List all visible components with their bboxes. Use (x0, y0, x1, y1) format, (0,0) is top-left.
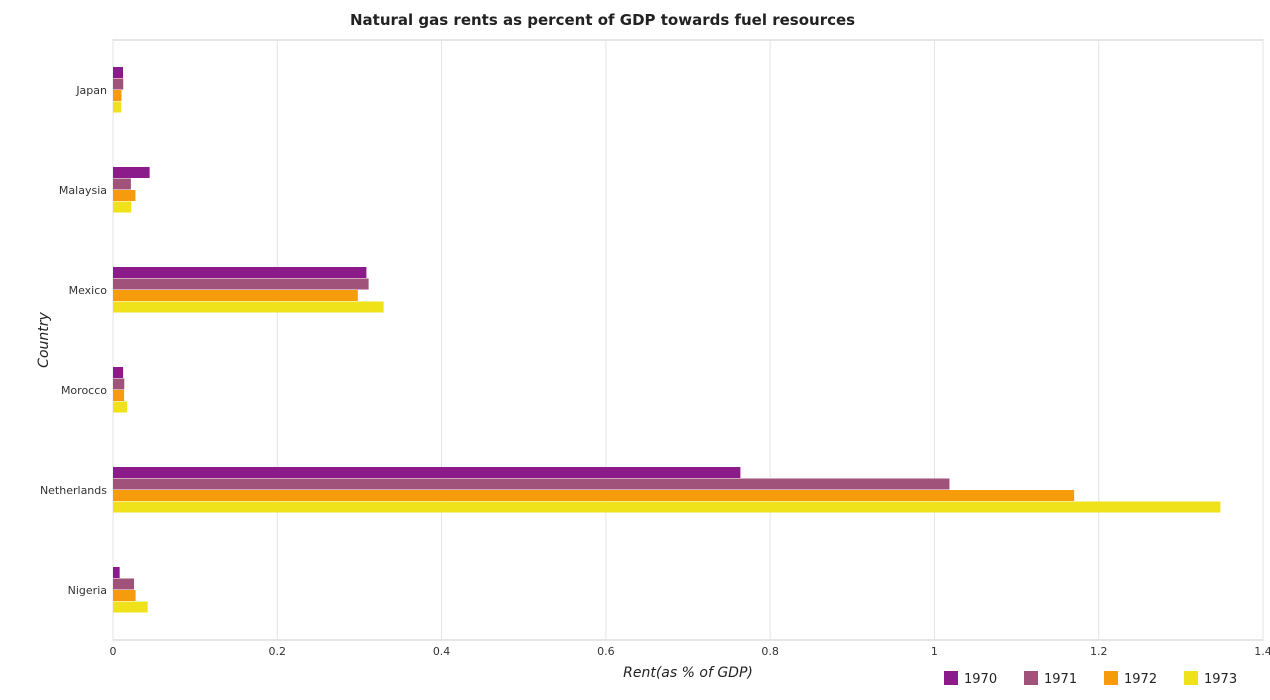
bar (113, 201, 132, 213)
y-axis-label: Country (36, 311, 52, 367)
y-tick-labels: Japan Malaysia Mexico Morocco Netherlands Nig… (40, 84, 107, 597)
x-tick-label: 1.4 (1254, 645, 1270, 658)
bar (113, 578, 135, 590)
legend-label: 1971 (1044, 672, 1077, 687)
legend-swatch (1104, 671, 1118, 685)
legend-label: 1972 (1124, 672, 1157, 687)
x-tick-label: 0.2 (269, 645, 287, 658)
bar (113, 390, 125, 401)
bar (113, 278, 369, 290)
bar (113, 90, 122, 101)
legend-swatch (944, 671, 958, 685)
bar (113, 501, 1221, 513)
grid-lines (112, 40, 1264, 640)
x-tick-label: 0.6 (597, 645, 615, 658)
x-tick-label: 0 (110, 645, 117, 658)
legend-swatch (1024, 671, 1038, 685)
plot-area (112, 39, 1264, 641)
bar (113, 478, 950, 490)
y-tick-label: Netherlands (40, 484, 107, 497)
bar (113, 190, 136, 201)
y-tick-label: Morocco (61, 384, 107, 397)
bar (113, 401, 128, 413)
legend-swatch (1184, 671, 1198, 685)
x-axis-label: Rent(as % of GDP) (623, 665, 753, 681)
x-tick-label: 0.8 (761, 645, 779, 658)
bar (113, 101, 122, 113)
bar (113, 290, 358, 301)
legend-label: 1970 (964, 672, 997, 687)
bar (113, 67, 124, 78)
x-tick-label: 0.4 (433, 645, 451, 658)
bar (113, 78, 124, 90)
x-tick-label: 1 (931, 645, 938, 658)
bar (113, 467, 741, 478)
bar (113, 590, 136, 601)
bar (113, 601, 148, 613)
y-tick-label: Nigeria (68, 584, 107, 597)
y-tick-label: Malaysia (59, 184, 107, 197)
y-tick-label: Mexico (69, 284, 108, 297)
bar (113, 490, 1075, 501)
bar (113, 301, 384, 313)
bar (113, 367, 124, 378)
chart-title: Natural gas rents as percent of GDP towa… (350, 11, 855, 29)
bar (113, 167, 150, 178)
bars (113, 67, 1221, 613)
y-tick-label: Japan (75, 84, 107, 97)
x-tick-label: 1.2 (1090, 645, 1108, 658)
legend: 1970 1971 1972 1973 (944, 671, 1237, 687)
legend-label: 1973 (1204, 672, 1237, 687)
bar (113, 178, 131, 190)
bar (113, 267, 367, 278)
bar (113, 378, 125, 390)
bar (113, 567, 120, 578)
x-tick-labels: 0 0.2 0.4 0.6 0.8 1 1.2 1.4 (110, 645, 1270, 658)
